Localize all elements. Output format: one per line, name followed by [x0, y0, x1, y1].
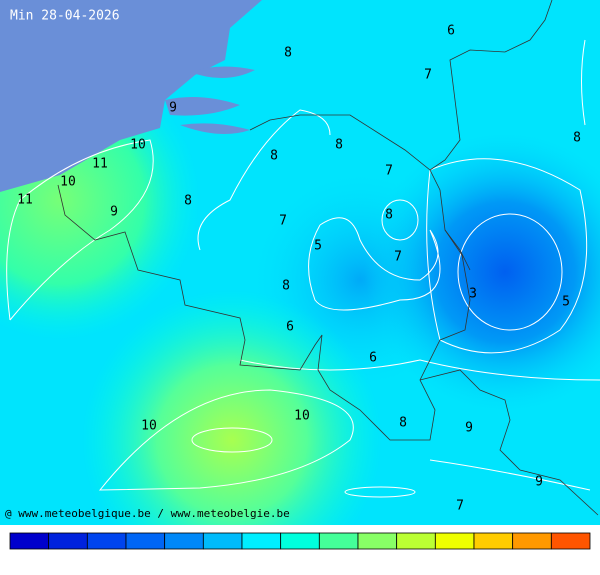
- contour-label: 7: [394, 250, 402, 265]
- contour-label: 11: [17, 193, 33, 208]
- contour-label: 11: [92, 157, 108, 172]
- contour-label: 7: [424, 68, 432, 83]
- scale-step: [280, 532, 320, 550]
- map-title: Min 28-04-2026: [10, 9, 120, 24]
- credit: @ www.meteobelgique.be / www.meteobelgie…: [5, 507, 290, 520]
- contour-label: 6: [286, 320, 294, 335]
- scale-step: [434, 532, 475, 550]
- contour-label: 5: [562, 295, 570, 310]
- contour-label: 6: [369, 351, 377, 366]
- contour-label: 6: [447, 24, 455, 39]
- contour-label: 7: [385, 164, 393, 179]
- contour-label: 8: [284, 46, 292, 61]
- scale-step: [396, 532, 436, 550]
- scale-step: [164, 532, 204, 550]
- contour-label: 8: [282, 279, 290, 294]
- contour-label: 8: [270, 149, 278, 164]
- contour-label: 8: [399, 416, 407, 431]
- scale-step: [241, 532, 282, 550]
- scale-step: [550, 532, 591, 550]
- color-scale: [9, 532, 591, 550]
- contour-labels: 8 6 7 8 9 10 11 10 11 9 8 8 8 7 8 7 5 7 8 3 5 6 6 10 10 8 9 9 7: [17, 24, 581, 514]
- contour-label: 8: [335, 138, 343, 153]
- scale-step: [357, 532, 398, 550]
- scale-step: [9, 532, 50, 550]
- scale-step: [318, 532, 359, 550]
- contour-label: 10: [141, 419, 157, 434]
- contour-label: 8: [385, 208, 393, 223]
- contour-label: 9: [535, 475, 543, 490]
- sea: [0, 0, 262, 192]
- contour-label: 10: [60, 175, 76, 190]
- scale-step: [86, 532, 127, 550]
- contour-label: 7: [279, 214, 287, 229]
- field: [0, 0, 600, 525]
- contour-label: 8: [573, 131, 581, 146]
- contour-label: 10: [294, 409, 310, 424]
- scale-step: [125, 532, 166, 550]
- contour-label: 9: [110, 205, 118, 220]
- contour-label: 9: [169, 101, 177, 116]
- contour-label: 3: [469, 287, 477, 302]
- scale-step: [48, 532, 88, 550]
- scale-step: [473, 532, 514, 550]
- scale-step: [512, 532, 552, 550]
- contour-label: 5: [314, 239, 322, 254]
- scale-step: [202, 532, 243, 550]
- contours: [6, 39, 600, 498]
- contour-label: 7: [456, 499, 464, 514]
- contour-label: 10: [130, 138, 146, 153]
- contour-label: 9: [465, 421, 473, 436]
- borders: [57, 0, 599, 516]
- contour-label: 8: [184, 194, 192, 209]
